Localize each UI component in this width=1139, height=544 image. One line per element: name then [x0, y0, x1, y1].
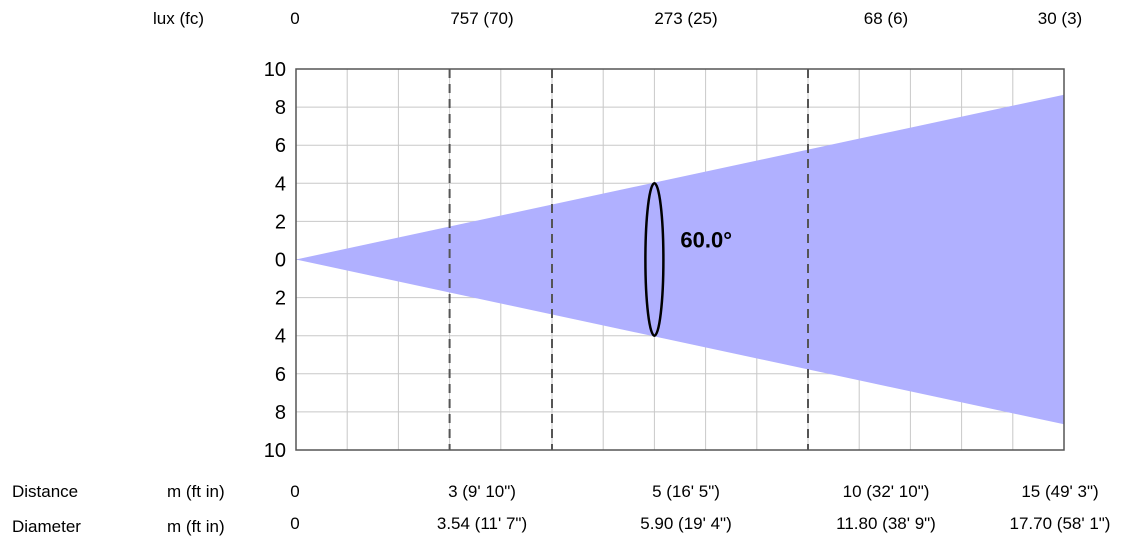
y-tick-label: 4: [275, 173, 286, 195]
lux-value: 0: [290, 9, 300, 28]
distance-value: 5 (16' 5"): [652, 482, 720, 501]
y-tick-label: 6: [275, 364, 286, 386]
y-tick-label: 10: [264, 59, 286, 81]
y-tick-labels: 10 8 6 4 2 0 2 4 6 8 10: [264, 59, 286, 462]
lux-value: 757 (70): [450, 9, 514, 28]
diameter-value: 17.70 (58' 1"): [1009, 514, 1111, 533]
distance-value: 10 (32' 10"): [842, 482, 930, 501]
diameter-value: 11.80 (38' 9"): [836, 514, 936, 533]
y-tick-label: 8: [275, 97, 286, 119]
lux-value: 273 (25): [654, 9, 718, 28]
diameter-value: 3.54 (11' 7"): [436, 514, 528, 533]
diameter-row-label: Diameter: [12, 517, 81, 536]
lux-value: 68 (6): [863, 9, 909, 28]
y-tick-label: 2: [275, 211, 286, 233]
y-tick-label: 6: [275, 135, 286, 157]
diameter-value: 0: [290, 514, 300, 533]
beam-angle-label: 60.0°: [680, 228, 732, 253]
distance-value: 0: [290, 482, 300, 501]
diameter-unit-label: m (ft in): [167, 517, 225, 536]
y-tick-label: 4: [275, 326, 286, 348]
lux-value: 30 (3): [1037, 9, 1083, 28]
y-tick-label: 0: [275, 250, 286, 272]
distance-value: 3 (9' 10"): [448, 482, 516, 501]
beam-cross-section-ellipse: [644, 182, 665, 337]
distance-row-label: Distance: [12, 482, 79, 501]
distance-value: 15 (49' 3"): [1021, 482, 1099, 501]
distance-unit-label: m (ft in): [167, 482, 225, 501]
beam-cone: [296, 94, 1064, 425]
y-tick-label: 10: [264, 440, 286, 462]
diameter-value: 5.90 (19' 4"): [640, 514, 732, 533]
y-tick-label: 8: [275, 402, 286, 424]
lux-row-label: lux (fc): [153, 9, 204, 28]
y-tick-label: 2: [275, 288, 286, 310]
distance-marker-lines: [448, 69, 809, 450]
plot-frame: [295, 68, 1065, 451]
